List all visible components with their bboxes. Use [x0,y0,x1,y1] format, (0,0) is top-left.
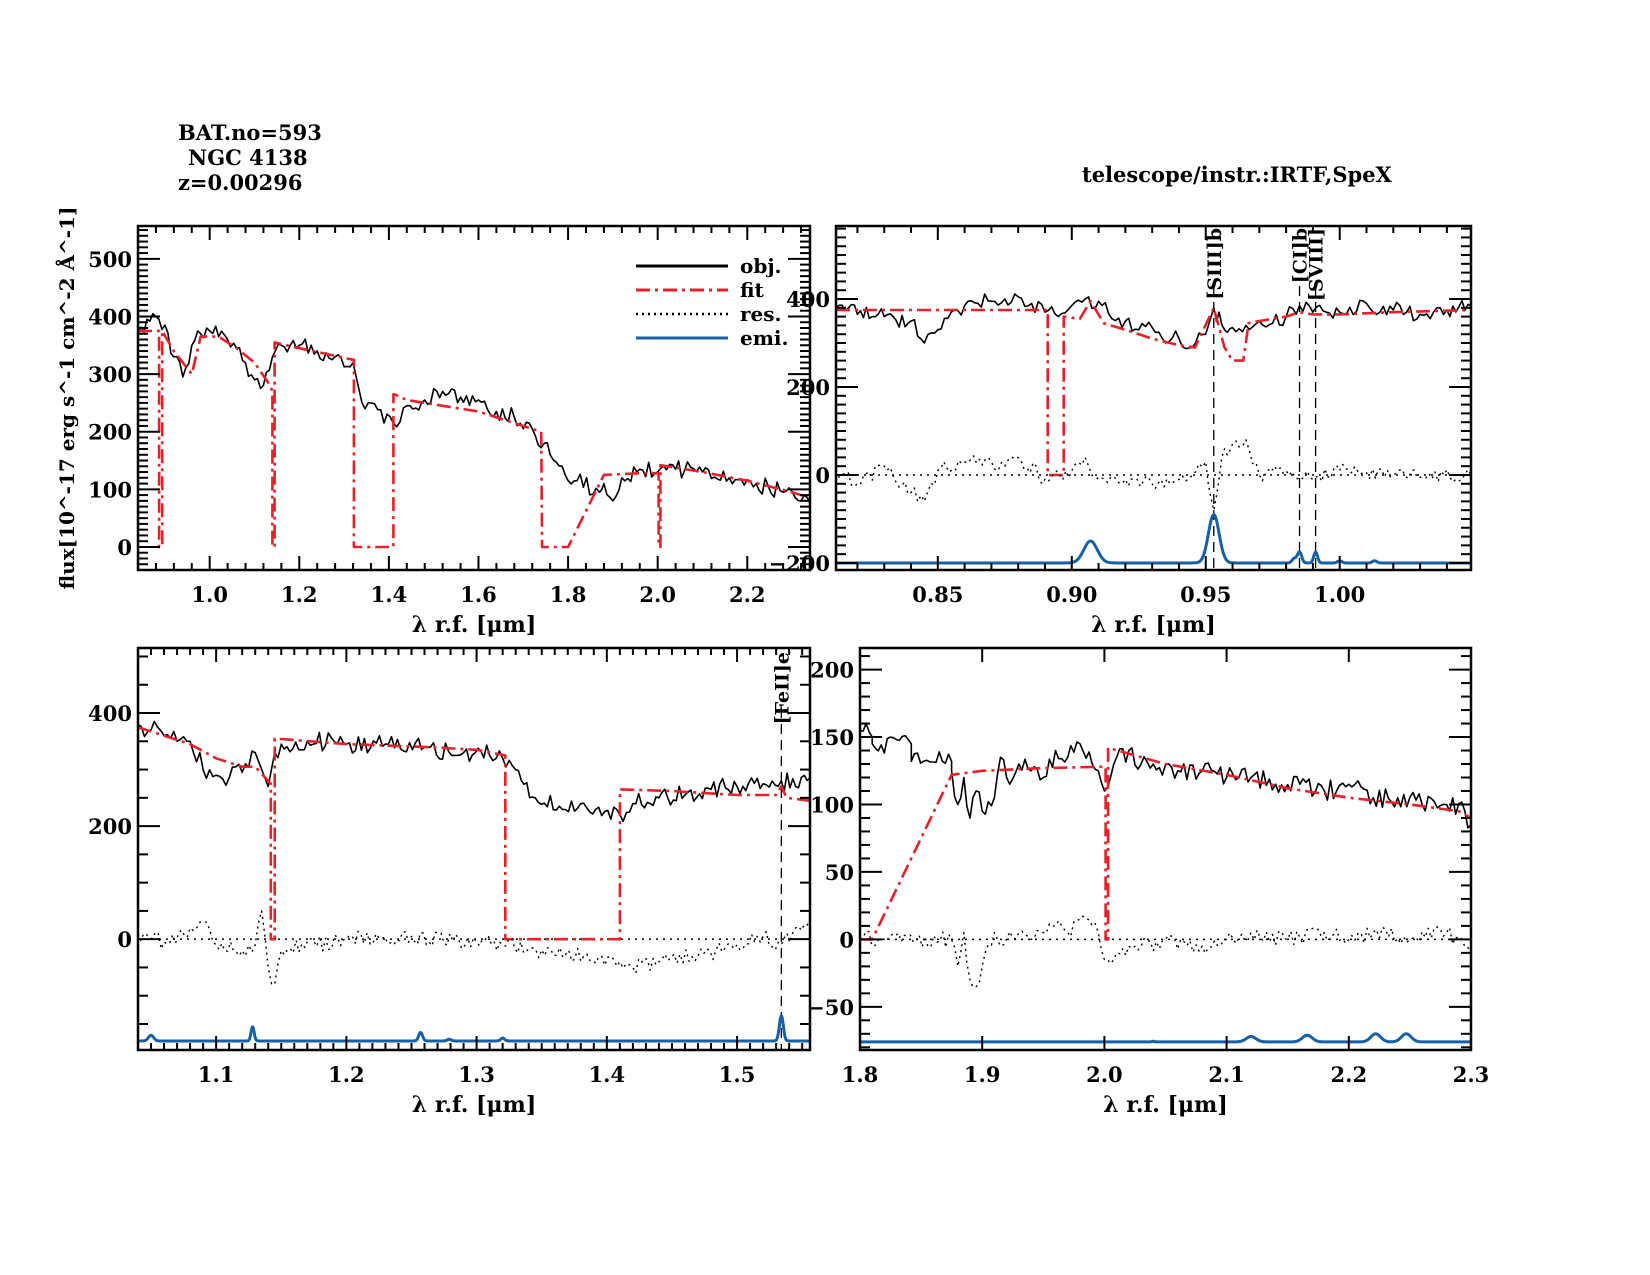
object-name-label: NGC 4138 [188,145,308,170]
plot-frame [858,646,1473,1052]
x-axis-label: λ r.f. [μm] [1091,612,1216,638]
y-tick-label: 0 [117,535,132,560]
series-obj [836,293,1471,350]
series-res [138,910,810,986]
y-tick-label: 150 [810,725,854,750]
x-tick-label: 0.95 [1180,582,1231,607]
y-tick-label: −50 [807,995,854,1020]
plot-area [860,722,1471,1044]
panel-zoom3: 1.8 1.9 2.0 2.1 2.2 2.3 −50 0 50 100 150 200 λ r.f. … [807,646,1490,1118]
series-obj [138,720,810,823]
telescope-label: telescope/instr.:IRTF,SpeX [1082,162,1392,187]
x-tick-label: 1.00 [1314,582,1365,607]
y-tick-label: 400 [88,701,132,726]
x-tick-label: 1.3 [458,1062,495,1087]
series-obj [138,312,810,505]
x-axis-label: λ r.f. [μm] [412,1092,537,1118]
y-tick-label: 100 [810,792,854,817]
redshift-label: z=0.00296 [178,170,303,195]
legend-label-emi: emi. [740,326,788,350]
line-marker-label: [SIII]b [1204,228,1226,300]
x-tick-label: 2.0 [1086,1062,1123,1087]
y-tick-label: 200 [786,375,830,400]
plot-area [138,708,810,1050]
x-tick-label: 1.9 [964,1062,1001,1087]
y-tick-label: 500 [88,247,132,272]
y-tick-label: 200 [810,658,854,683]
x-tick-label: 2.2 [1331,1062,1368,1087]
plot-area [138,312,810,549]
bat-number-label: BAT.no=593 [178,120,322,145]
y-tick-label: 0 [117,927,132,952]
series-emi [860,1032,1471,1044]
y-tick-label: 200 [88,420,132,445]
x-tick-label: 1.2 [281,582,318,607]
x-tick-label: 1.6 [460,582,497,607]
panel-full: 1.0 1.2 1.4 1.6 1.8 2.0 2.2 0 100 200 300 400 500 λ r… [55,207,812,638]
y-tick-label: 400 [88,304,132,329]
y-tick-label: 0 [839,927,854,952]
x-tick-label: 1.8 [842,1062,879,1087]
panel-zoom2: [FeII]e 1.1 1.2 1.3 1.4 1.5 0 200 400 λ r.f. [μm] [88,646,812,1118]
x-tick-label: 1.1 [198,1062,235,1087]
y-tick-label: 300 [88,362,132,387]
x-tick-label: 2.1 [1208,1062,1245,1087]
series-obj [860,722,1471,829]
series-emi [836,513,1471,565]
y-tick-label: 50 [825,860,854,885]
x-tick-label: 2.2 [729,582,766,607]
plot-area [836,286,1471,570]
x-tick-label: 1.5 [719,1062,756,1087]
x-tick-label: 0.85 [912,582,963,607]
y-tick-label: 200 [88,814,132,839]
series-res [836,439,1471,511]
x-tick-label: 0.90 [1046,582,1097,607]
x-tick-label: 1.0 [191,582,228,607]
x-tick-label: 2.3 [1453,1062,1490,1087]
series-res [860,915,1471,988]
y-tick-label: 0 [815,463,830,488]
legend-label-obj: obj. [740,254,782,278]
series-emi [138,1014,810,1043]
series-fit [138,725,810,941]
x-tick-label: 1.2 [328,1062,365,1087]
line-marker-label: [FeII]e [771,652,793,724]
x-tick-label: 1.8 [550,582,587,607]
y-tick-label: 400 [786,287,830,312]
plot-frame [834,224,1473,572]
y-tick-label: 100 [88,477,132,502]
x-axis-label: λ r.f. [μm] [1103,1092,1228,1118]
series-fit [836,299,1471,477]
legend-label-fit: fit [740,278,765,302]
line-marker-label: [CI]b [1290,228,1312,283]
series-fit [860,746,1471,941]
y-axis-label: flux[10^-17 erg s^-1 cm^-2 Å^-1] [55,207,79,590]
x-tick-label: 2.0 [639,582,676,607]
line-marker-label: [SVIII] [1306,228,1328,301]
panel-zoom1: [SIII]b [CI]b[SVIII] 0.85 0.90 0.95 1.00 −200 0… [769,224,1473,638]
series-fit [138,329,810,549]
x-tick-label: 1.4 [371,582,408,607]
x-axis-label: λ r.f. [μm] [412,612,537,638]
plot-frame [136,646,812,1052]
x-tick-label: 1.4 [589,1062,626,1087]
y-tick-label: −200 [769,551,830,576]
legend-label-res: res. [740,302,781,326]
